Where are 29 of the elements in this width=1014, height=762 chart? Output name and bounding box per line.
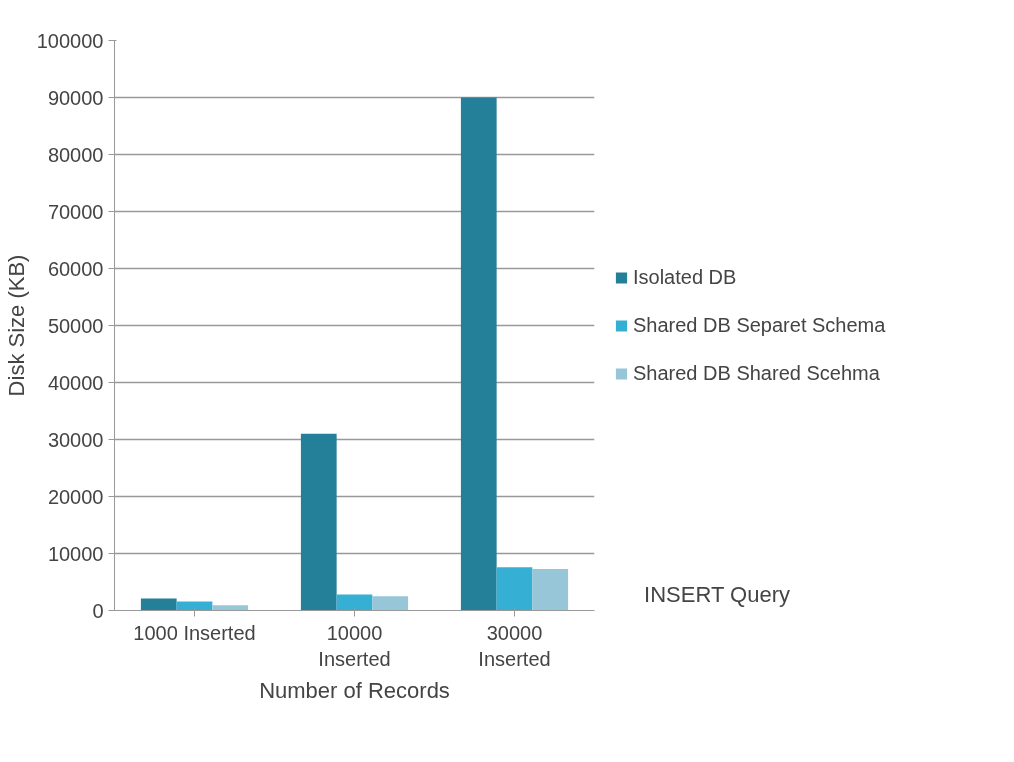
bar xyxy=(176,601,213,611)
text: INSERT Query xyxy=(644,581,791,607)
bar xyxy=(372,596,409,611)
x-tick-label: 10000 Inserted xyxy=(318,621,391,670)
y-tick-label: 70000 xyxy=(47,200,104,223)
x-tick-label: 1000 Inserted xyxy=(133,621,256,644)
legend-label: Isolated DB xyxy=(633,265,737,289)
x-axis-title: Number of Records xyxy=(259,677,450,703)
bar xyxy=(336,594,373,611)
y-tick-label: 60000 xyxy=(47,257,104,280)
legend-label: Shared DB Shared Scehma xyxy=(633,361,880,385)
y-tick-label: 100000 xyxy=(36,29,104,52)
y-tick-label: 10000 xyxy=(47,542,104,565)
legend-label: Shared DB Separet Schema xyxy=(633,313,886,337)
y-axis-title: Disk Size (KB) xyxy=(3,254,29,397)
bar xyxy=(300,433,337,611)
y-tick-label: 30000 xyxy=(47,428,104,451)
y-tick-label: 50000 xyxy=(47,314,104,337)
y-tick-label: 40000 xyxy=(47,371,104,394)
bar xyxy=(140,598,177,611)
bar xyxy=(496,567,533,611)
bar xyxy=(460,97,497,611)
y-tick-label: 20000 xyxy=(47,485,104,508)
y-tick-label: 0 xyxy=(92,599,104,622)
y-tick-label: 90000 xyxy=(47,86,104,109)
x-tick-label: 30000 Inserted xyxy=(478,621,551,670)
y-tick-label: 80000 xyxy=(47,143,104,166)
bar xyxy=(532,568,569,611)
bar xyxy=(212,605,249,611)
